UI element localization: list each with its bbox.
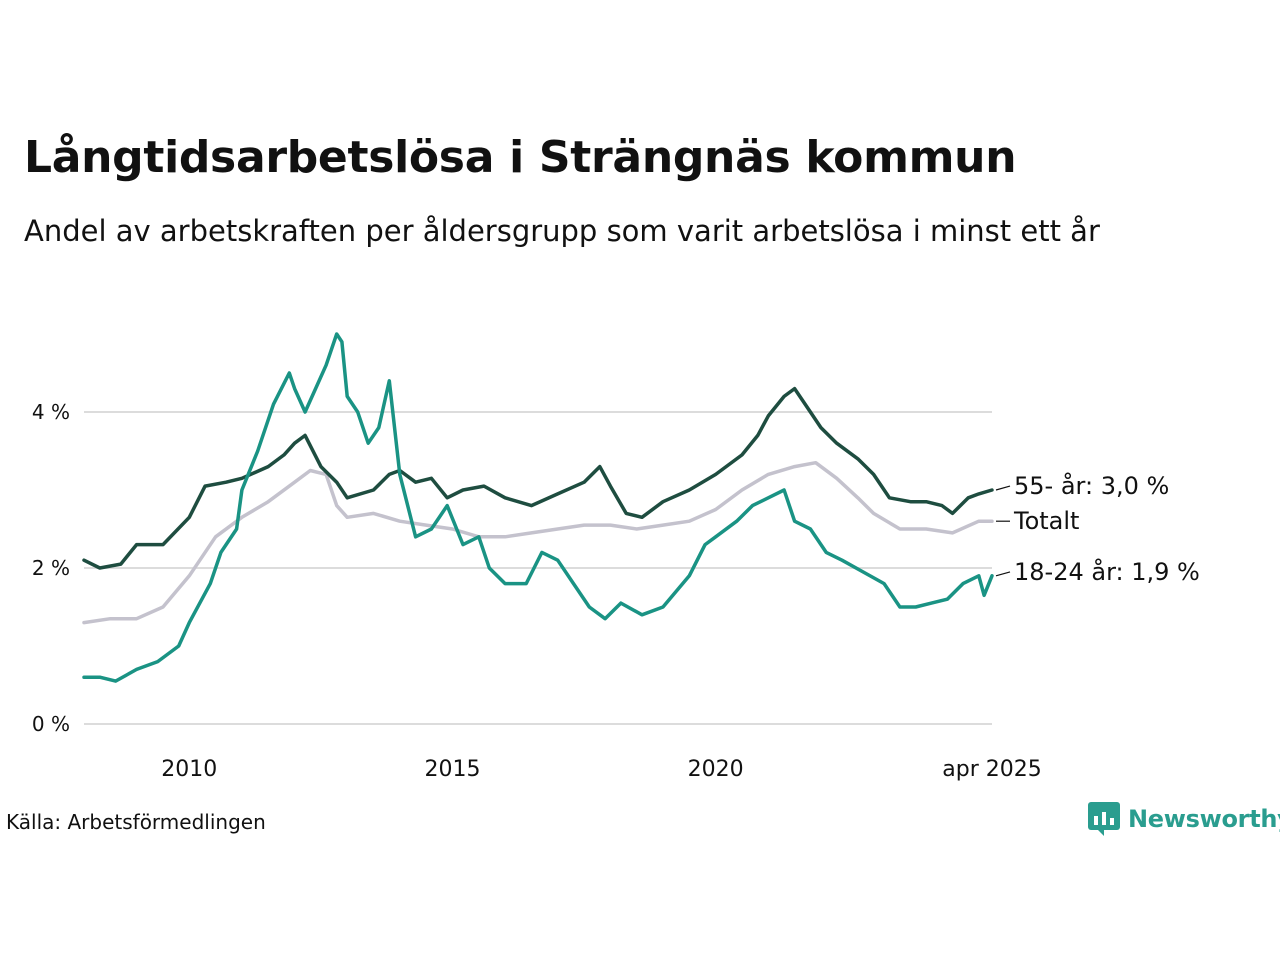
gridlines (84, 411, 992, 725)
series-lines (82, 332, 994, 683)
series-label-connector (995, 571, 1011, 577)
series-end-labels: Totalt 55- år: 3,0 % 18-24 år: 1,9 % (995, 471, 1200, 586)
brand-logo[interactable]: Newsworthy (1088, 802, 1280, 836)
y-axis-ticks: 0 % 2 % 4 % (32, 400, 70, 736)
x-tick-label: 2015 (424, 757, 480, 782)
source-note: Källa: Arbetsförmedlingen (6, 810, 266, 834)
series-line-1 (82, 386, 994, 570)
series-end-label: Totalt (1013, 507, 1079, 535)
series-line-0 (82, 460, 994, 625)
x-tick-label: 2010 (161, 757, 217, 782)
chart-subtitle: Andel av arbetskraften per åldersgrupp s… (24, 214, 1100, 248)
newsworthy-logo-icon (1088, 802, 1120, 836)
brand-name: Newsworthy (1128, 805, 1280, 833)
series-end-label: 55- år: 3,0 % (1014, 471, 1169, 500)
series-line-2 (82, 332, 994, 683)
series-end-label: 18-24 år: 1,9 % (1014, 557, 1200, 586)
chart-title: Långtidsarbetslösa i Strängnäs kommun (24, 132, 1017, 183)
x-tick-label: apr 2025 (942, 757, 1041, 782)
series-label-connector (995, 485, 1011, 491)
x-axis-ticks: 2010 2015 2020 apr 2025 (161, 757, 1041, 782)
y-tick-label: 0 % (32, 712, 70, 736)
y-tick-label: 2 % (32, 556, 70, 580)
x-tick-label: 2020 (688, 757, 744, 782)
y-tick-label: 4 % (32, 400, 70, 424)
